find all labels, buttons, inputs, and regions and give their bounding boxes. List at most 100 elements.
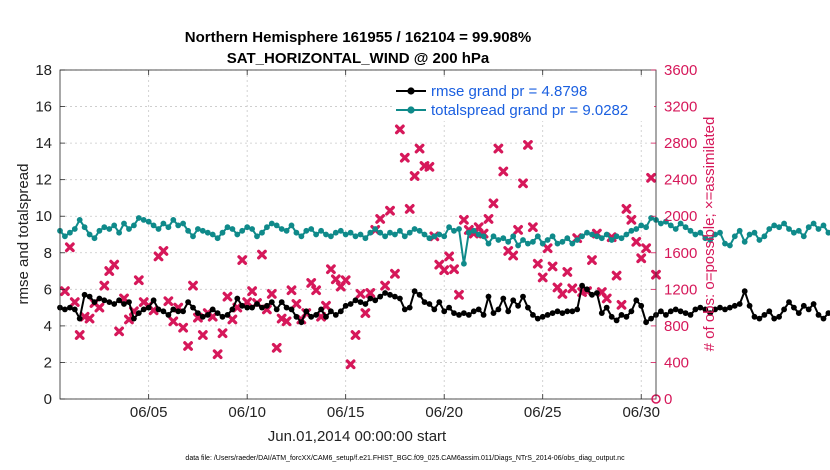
rmse-point	[150, 297, 157, 304]
totalspread-point	[756, 237, 763, 243]
rmse-point	[805, 306, 812, 313]
obs-assimilated-point	[222, 291, 233, 302]
obs-assimilated-point	[99, 280, 110, 291]
totalspread-point	[485, 240, 492, 247]
y-axis-label: rmse and totalspread	[15, 164, 32, 305]
rmse-point	[219, 313, 226, 320]
totalspread-point	[135, 215, 142, 221]
obs-assimilated-point	[621, 204, 632, 214]
totalspread-point	[603, 231, 610, 238]
totalspread-point	[367, 229, 374, 236]
rmse-point	[362, 301, 369, 307]
totalspread-point	[574, 237, 581, 243]
obs-assimilated-point	[385, 205, 395, 216]
rmse-point	[623, 313, 630, 320]
totalspread-point	[382, 233, 388, 240]
totalspread-point	[667, 222, 674, 229]
obs-assimilated-point	[360, 308, 371, 318]
obs-assimilated-point	[375, 214, 386, 224]
rmse-point	[397, 295, 403, 302]
rmse-point	[451, 310, 457, 316]
rmse-point	[273, 306, 280, 313]
y2-tick-label: 0	[664, 391, 672, 408]
obs-assimilated-point	[567, 283, 578, 294]
rmse-point	[594, 290, 600, 296]
obs-assimilated-point	[424, 161, 435, 172]
totalspread-point	[781, 220, 787, 227]
totalspread-point	[559, 238, 566, 245]
obs-assimilated-point	[266, 289, 277, 299]
rmse-point	[776, 313, 782, 320]
obs-assimilated-point	[547, 261, 558, 272]
obs-assimilated-point	[84, 313, 95, 324]
rmse-point	[155, 306, 162, 313]
rmse-point	[736, 301, 743, 307]
rmse-point	[766, 308, 773, 315]
rmse-point	[382, 290, 388, 296]
rmse-point	[470, 308, 477, 315]
totalspread-point	[510, 233, 517, 240]
totalspread-point	[475, 231, 482, 238]
legend-rmse-marker	[407, 87, 415, 95]
obs-assimilated-point	[557, 289, 568, 299]
totalspread-point	[687, 227, 694, 234]
obs-assimilated-point	[306, 278, 317, 288]
rmse-point	[342, 302, 349, 309]
x-tick-label: 06/15	[327, 404, 365, 421]
totalspread-point	[293, 229, 300, 236]
totalspread-point	[731, 233, 738, 240]
obs-assimilated-point	[537, 272, 548, 283]
rmse-point	[475, 306, 482, 313]
totalspread-point	[594, 233, 600, 240]
y-tick-label: 6	[44, 281, 52, 298]
totalspread-point	[613, 233, 620, 240]
totalspread-point	[219, 229, 226, 236]
totalspread-point	[180, 220, 187, 227]
rmse-point	[436, 299, 443, 305]
footer-datafile: data file: /Users/raeder/DAI/ATM_forcXX/…	[185, 455, 625, 462]
totalspread-point	[446, 224, 452, 231]
rmse-point	[490, 310, 497, 316]
rmse-point	[658, 308, 664, 315]
totalspread-point	[495, 237, 502, 243]
obs-assimilated-point	[257, 249, 267, 260]
totalspread-point	[175, 222, 182, 229]
x-tick-label: 06/30	[622, 404, 660, 421]
totalspread-point	[318, 227, 324, 234]
rmse-point	[756, 315, 763, 322]
obs-assimilated-point	[330, 274, 341, 285]
rmse-point	[431, 306, 438, 313]
totalspread-point	[254, 233, 260, 240]
rmse-point	[677, 308, 684, 315]
totalspread-point	[692, 231, 699, 238]
rmse-point	[539, 313, 546, 320]
obs-assimilated-point	[444, 251, 455, 262]
totalspread-point	[589, 231, 595, 238]
legend-background	[393, 77, 654, 121]
rmse-point	[702, 306, 709, 313]
obs-assimilated-point	[365, 288, 376, 298]
rmse-point	[96, 295, 103, 302]
obs-assimilated-point	[483, 214, 494, 224]
totalspread-point	[145, 218, 152, 225]
totalspread-point	[451, 227, 457, 234]
totalspread-point	[441, 233, 448, 240]
rmse-point	[145, 304, 152, 311]
rmse-point	[515, 302, 521, 309]
rmse-point	[190, 304, 196, 311]
rmse-point	[323, 313, 329, 320]
totalspread-point	[224, 224, 231, 231]
rmse-point	[461, 310, 467, 316]
totalspread-point	[106, 226, 113, 232]
rmse-point	[746, 302, 753, 309]
y-tick-label: 4	[44, 318, 52, 335]
obs-assimilated-point	[523, 140, 533, 150]
y-tick-label: 10	[35, 208, 52, 225]
rmse-point	[224, 312, 231, 318]
totalspread-point	[81, 224, 88, 231]
totalspread-point	[352, 233, 359, 240]
obs-assimilated-point	[242, 297, 253, 308]
obs-assimilated-point	[449, 264, 459, 275]
totalspread-point	[549, 233, 556, 240]
totalspread-point	[697, 229, 704, 236]
